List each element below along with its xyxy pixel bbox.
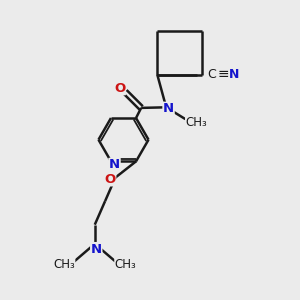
Text: C: C bbox=[208, 68, 216, 81]
Text: ≡: ≡ bbox=[218, 67, 230, 81]
Text: O: O bbox=[104, 173, 116, 186]
Text: N: N bbox=[109, 158, 120, 171]
Text: CH₃: CH₃ bbox=[186, 116, 207, 129]
Text: O: O bbox=[114, 82, 125, 95]
Text: CH₃: CH₃ bbox=[53, 258, 75, 271]
Text: N: N bbox=[163, 102, 174, 115]
Text: N: N bbox=[229, 68, 240, 81]
Text: N: N bbox=[91, 243, 102, 256]
Text: CH₃: CH₃ bbox=[115, 258, 136, 271]
